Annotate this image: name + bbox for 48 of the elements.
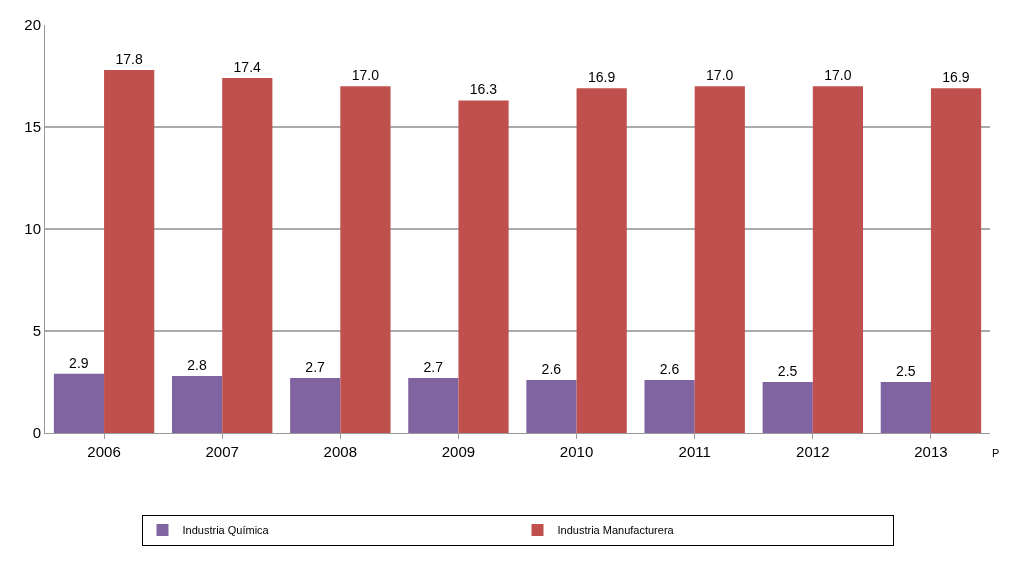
bar: [930, 88, 982, 433]
y-tick-label: 15: [24, 118, 41, 136]
bar: [458, 100, 509, 433]
y-tick-label: 5: [32, 322, 41, 340]
data-label: 2.6: [659, 360, 680, 377]
data-label: 2.6: [541, 360, 562, 377]
bar: [526, 379, 577, 433]
bar: [880, 382, 931, 433]
bar: [340, 86, 391, 433]
y-tick-label: 20: [24, 16, 41, 34]
data-label: 17.0: [706, 67, 734, 84]
x-tick-label: 2008: [323, 443, 357, 460]
data-label: 2.5: [896, 363, 916, 379]
data-label: 17.8: [115, 50, 143, 67]
bar: [222, 78, 273, 433]
data-label: 17.4: [233, 59, 262, 76]
legend-label: Industria Manufacturera: [557, 524, 675, 537]
data-label: 17.0: [824, 67, 852, 84]
bar: [53, 373, 105, 433]
data-label: 2.5: [777, 363, 798, 379]
legend-label: Industria Química: [182, 524, 270, 537]
data-label: 2.8: [187, 356, 207, 373]
x-tick-label: 2013: [914, 443, 948, 460]
bar: [762, 382, 813, 433]
bar: [104, 69, 155, 433]
x-tick-label: 2012: [796, 443, 830, 460]
bar: [171, 375, 223, 433]
data-label: 2.9: [69, 354, 89, 371]
data-label: 2.7: [423, 358, 444, 375]
data-label: 17.0: [351, 67, 380, 84]
x-tick-label: 2009: [441, 443, 476, 460]
bar: [408, 377, 459, 433]
data-label: 16.3: [469, 81, 498, 98]
bar: [812, 86, 864, 433]
bar: [694, 86, 745, 433]
x-tick-label: 2006: [87, 443, 121, 460]
x-tick-label: 2007: [205, 443, 239, 460]
text: P: [992, 447, 1000, 459]
y-tick-label: 10: [24, 220, 41, 238]
x-tick-label: 2010: [559, 443, 594, 460]
bar: [644, 379, 695, 433]
y-tick-label: 0: [32, 424, 41, 442]
data-label: 16.9: [942, 69, 970, 86]
bar: [290, 377, 341, 433]
x-tick-label: 2011: [678, 443, 711, 460]
bar: [576, 88, 627, 433]
data-label: 2.7: [305, 358, 326, 375]
data-label: 16.9: [587, 69, 616, 86]
